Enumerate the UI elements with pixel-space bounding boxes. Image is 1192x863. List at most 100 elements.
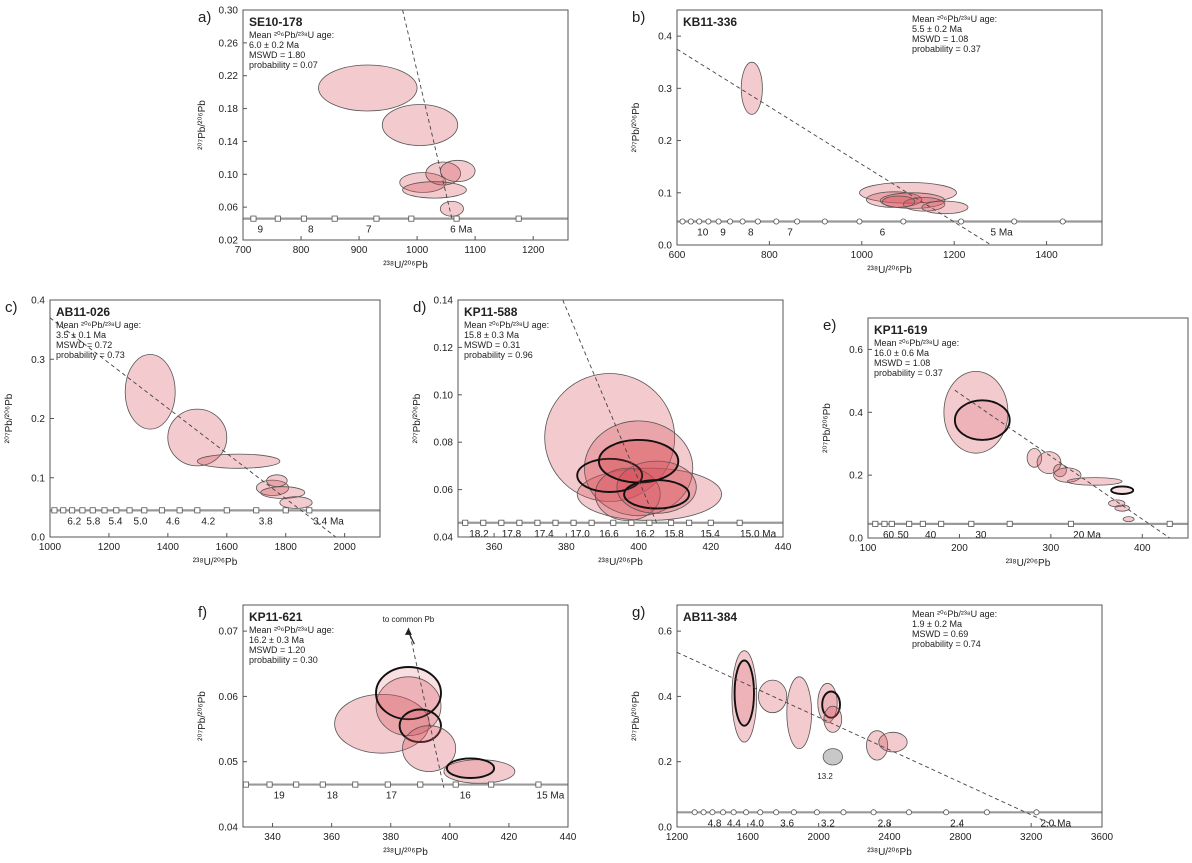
error-ellipse xyxy=(425,161,462,186)
age-marker xyxy=(242,781,249,788)
age-marker xyxy=(707,519,714,526)
stats-line: MSWD = 1.08 xyxy=(874,358,930,368)
x-axis-label: ²³⁸U/²⁰⁶Pb xyxy=(867,847,912,858)
age-label: 20 Ma xyxy=(1073,530,1101,541)
age-marker xyxy=(515,215,522,222)
x-tick-label: 1600 xyxy=(737,832,760,843)
panel-d: 18.2 17.8 17.4 17.0 16.6 16.2 15.8 15.4 15.0 Ma3… xyxy=(412,296,792,569)
age-marker xyxy=(968,520,975,527)
panel-letter: g) xyxy=(632,604,645,621)
y-tick-label: 0.1 xyxy=(31,473,45,484)
age-marker xyxy=(1166,520,1173,527)
x-tick-label: 440 xyxy=(775,542,792,553)
panel-letter: e) xyxy=(823,317,836,334)
age-label: 16 xyxy=(460,791,472,802)
age-marker xyxy=(700,809,707,816)
y-tick-label: 0.02 xyxy=(219,236,239,247)
y-tick-label: 0.2 xyxy=(31,414,45,425)
error-ellipse xyxy=(266,474,288,488)
error-ellipse xyxy=(878,731,908,753)
panel-g: 4.8 4.4 4.0 3.6 3.2 2.8 2.4 2.0 Ma 1200 1600 2000 2… xyxy=(631,604,1114,858)
x-tick-label: 900 xyxy=(351,245,368,256)
age-marker xyxy=(646,519,653,526)
error-ellipse xyxy=(196,453,281,469)
ellipse-group xyxy=(943,370,1135,522)
panel-f: 19 18 17 16 15 Ma 340 360 380 400 420 440 0.04 0.05 0… xyxy=(197,604,577,858)
age-marker xyxy=(176,507,183,514)
age-marker xyxy=(331,215,338,222)
x-tick-label: 700 xyxy=(235,245,252,256)
age-marker xyxy=(89,507,96,514)
grey-ellipse-label: 13.2 xyxy=(817,772,833,781)
age-marker xyxy=(943,809,950,816)
x-tick-label: 2400 xyxy=(878,832,901,843)
age-label: 19 xyxy=(274,791,286,802)
age-marker xyxy=(480,519,487,526)
age-marker xyxy=(1033,809,1040,816)
y-tick-label: 0.10 xyxy=(434,390,454,401)
ellipse-group xyxy=(544,373,723,521)
panel-c: 6.2 5.8 5.4 5.0 4.6 4.2 3.8 3.4 Ma 1000 1200 1400 1… xyxy=(4,296,381,568)
regression-line xyxy=(954,389,1170,538)
age-marker xyxy=(821,218,828,225)
error-ellipse xyxy=(375,666,442,721)
age-marker xyxy=(534,519,541,526)
age-marker xyxy=(488,781,495,788)
age-marker xyxy=(739,218,746,225)
x-tick-label: 3600 xyxy=(1091,832,1114,843)
error-ellipse xyxy=(616,460,697,514)
stats-line: MSWD = 1.80 xyxy=(249,50,305,60)
x-tick-label: 1000 xyxy=(406,245,429,256)
age-marker xyxy=(686,519,693,526)
x-tick-label: 1200 xyxy=(98,542,121,553)
age-marker xyxy=(282,507,289,514)
age-label: 60 xyxy=(883,530,895,541)
y-tick-label: 0.4 xyxy=(849,408,863,419)
x-tick-label: 380 xyxy=(382,832,399,843)
error-ellipse xyxy=(1026,448,1043,468)
age-marker xyxy=(872,520,879,527)
x-axis-label: ²³⁸U/²⁰⁶Pb xyxy=(1006,558,1051,569)
age-marker xyxy=(696,218,703,225)
panel-e: 60 50 40 30 20 Ma 100 200 300 400 0.0 0.2 0.4 0.6 ²³⁸… xyxy=(822,317,1189,569)
y-tick-label: 0.2 xyxy=(658,757,672,768)
y-tick-label: 0.4 xyxy=(658,32,672,43)
panel-letter: a) xyxy=(198,9,211,26)
error-ellipse xyxy=(1122,516,1135,522)
age-marker xyxy=(856,218,863,225)
age-label: 16.6 xyxy=(599,529,619,540)
age-marker xyxy=(610,519,617,526)
x-tick-label: 340 xyxy=(264,832,281,843)
age-marker xyxy=(668,519,675,526)
age-marker xyxy=(516,519,523,526)
age-marker xyxy=(905,809,912,816)
age-marker xyxy=(113,507,120,514)
age-marker xyxy=(628,519,635,526)
plot-frame xyxy=(242,604,569,828)
plot-frame xyxy=(457,299,784,538)
age-marker xyxy=(250,215,257,222)
sample-name: KP11-619 xyxy=(874,323,928,337)
x-tick-label: 360 xyxy=(486,542,503,553)
x-tick-label: 400 xyxy=(630,542,647,553)
x-tick-label: 360 xyxy=(323,832,340,843)
age-marker xyxy=(881,520,888,527)
age-marker xyxy=(462,519,469,526)
stats-line: Mean ²⁰⁶Pb/²³⁸U age: xyxy=(249,30,334,40)
error-ellipse xyxy=(786,676,812,749)
y-axis-label: ²⁰⁷Pb/²⁰⁶Pb xyxy=(4,393,15,443)
age-marker xyxy=(300,215,307,222)
age-label: 9 xyxy=(257,225,263,236)
stats-line: MSWD = 1.08 xyxy=(912,34,968,44)
error-ellipse xyxy=(866,730,889,761)
y-tick-label: 0.0 xyxy=(658,823,672,834)
x-tick-label: 1800 xyxy=(275,542,298,553)
error-ellipse xyxy=(879,192,946,209)
age-marker xyxy=(938,520,945,527)
age-marker xyxy=(69,507,76,514)
ellipse-group xyxy=(731,650,908,766)
age-label: 7 xyxy=(787,228,793,239)
age-label: 4.4 xyxy=(727,818,741,829)
age-marker xyxy=(888,520,895,527)
age-marker xyxy=(384,781,391,788)
